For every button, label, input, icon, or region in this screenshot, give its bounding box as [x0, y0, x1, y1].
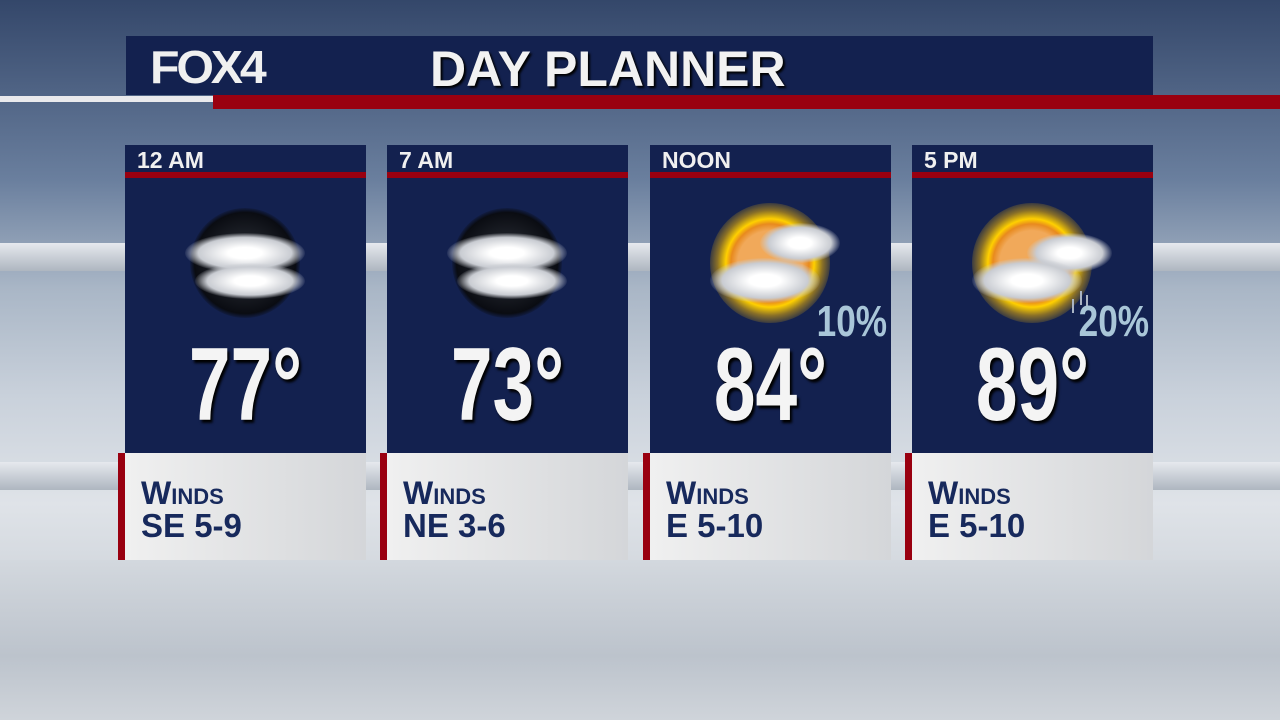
partly-sunny-icon: [710, 203, 840, 323]
temperature: 73°: [450, 327, 565, 443]
winds-value: SE 5-9: [141, 507, 242, 544]
winds-value: E 5-10: [666, 507, 764, 544]
time-label: 12 AM: [137, 147, 204, 173]
precip-chance: 20%: [1078, 297, 1149, 346]
title-banner: [126, 36, 1153, 95]
forecast-card-12am: 12 AM 77° Winds SE 5-9: [118, 145, 366, 560]
temperature: 84°: [713, 327, 828, 443]
fox4-logo: FOX4: [150, 41, 267, 93]
winds-label: Winds: [403, 475, 486, 511]
divider: [213, 95, 1280, 109]
time-label: 7 AM: [399, 147, 454, 173]
forecast-card-7am: 7 AM 73° Winds NE 3-6: [380, 145, 628, 560]
winds-label: Winds: [141, 475, 224, 511]
precip-chance: 10%: [816, 297, 887, 346]
time-label: 5 PM: [924, 147, 978, 173]
night-partly-cloudy-icon: [447, 203, 567, 323]
temperature: 77°: [188, 327, 303, 443]
winds-label: Winds: [666, 475, 749, 511]
forecast-card-5pm: 5 PM 20% 89° Winds E 5-10: [905, 145, 1153, 560]
divider: [0, 96, 213, 102]
temperature: 89°: [975, 327, 1090, 443]
page-title: DAY PLANNER: [430, 41, 786, 97]
night-partly-cloudy-icon: [185, 203, 305, 323]
sun-cloud-shower-icon: [972, 203, 1112, 323]
forecast-card-noon: NOON 10% 84° Winds E 5-10: [643, 145, 891, 560]
winds-value: NE 3-6: [403, 507, 506, 544]
winds-value: E 5-10: [928, 507, 1026, 544]
winds-label: Winds: [928, 475, 1011, 511]
background-floor: [0, 560, 1280, 720]
time-label: NOON: [662, 147, 731, 173]
